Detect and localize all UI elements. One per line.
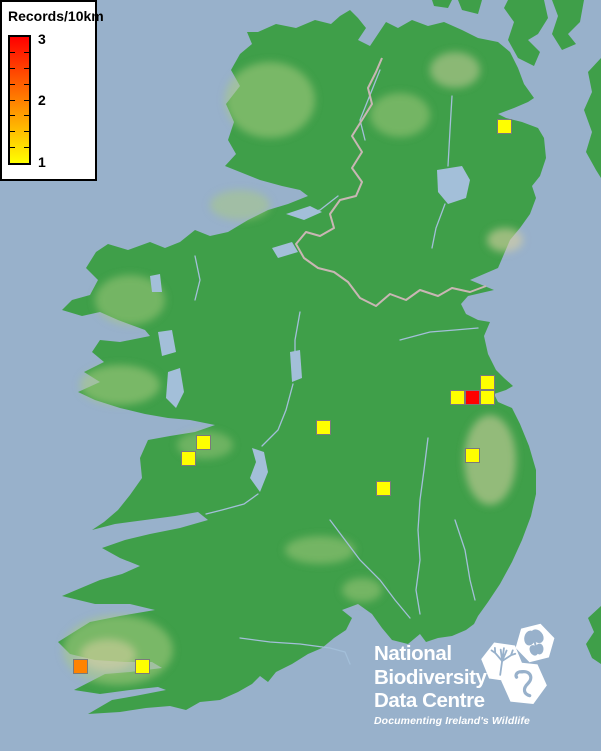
legend-max-label: 3 — [38, 31, 46, 47]
legend-tick — [10, 146, 15, 148]
relief-highlights — [63, 52, 523, 685]
logo-line-2: Biodiversity — [374, 665, 487, 689]
legend-colorbar: 3 2 1 — [8, 32, 46, 169]
logo-line-1: National — [374, 642, 452, 665]
legend-tick — [10, 99, 15, 101]
legend-tick — [24, 52, 29, 54]
legend-tick — [24, 83, 29, 85]
legend-panel: Records/10km 3 2 1 — [0, 0, 104, 181]
record-cell[interactable] — [135, 659, 150, 674]
legend-tick — [10, 131, 15, 132]
ireland-landmass — [58, 10, 546, 714]
record-cell[interactable] — [450, 390, 465, 405]
legend-tick — [24, 146, 29, 148]
record-cell[interactable] — [376, 481, 391, 496]
logo-line-3: Data Centre — [374, 689, 485, 712]
ni-border — [295, 57, 487, 307]
record-cell[interactable] — [181, 451, 196, 466]
legend-tick — [24, 68, 29, 69]
record-cell[interactable] — [316, 420, 331, 435]
lough-neagh — [437, 166, 470, 204]
lakes — [150, 166, 470, 492]
legend-mid-label: 2 — [38, 92, 46, 108]
legend-tick — [10, 52, 15, 54]
record-cell[interactable] — [480, 390, 495, 405]
record-cell[interactable] — [480, 375, 495, 390]
logo-tagline: Documenting Ireland's Wildlife — [374, 714, 530, 727]
legend-tick — [24, 115, 29, 117]
legend-tick — [10, 83, 15, 85]
legend-min-label: 1 — [38, 154, 46, 170]
legend-tick — [24, 131, 29, 132]
legend-tick — [10, 115, 15, 117]
legend-title: Records/10km — [8, 8, 104, 24]
record-cell[interactable] — [73, 659, 88, 674]
butterfly-hexagon-icon — [515, 623, 555, 663]
record-cell[interactable] — [497, 119, 512, 134]
record-cell[interactable] — [465, 390, 480, 405]
seahorse-hexagon-icon — [501, 662, 547, 704]
logo-hexagons — [481, 623, 555, 704]
legend-tick — [10, 68, 15, 69]
record-cell[interactable] — [465, 448, 480, 463]
logo-wordmark: National Biodiversity Data Centre Docume… — [374, 642, 530, 727]
record-cell[interactable] — [196, 435, 211, 450]
rivers — [194, 69, 479, 665]
legend-tick — [24, 99, 29, 101]
